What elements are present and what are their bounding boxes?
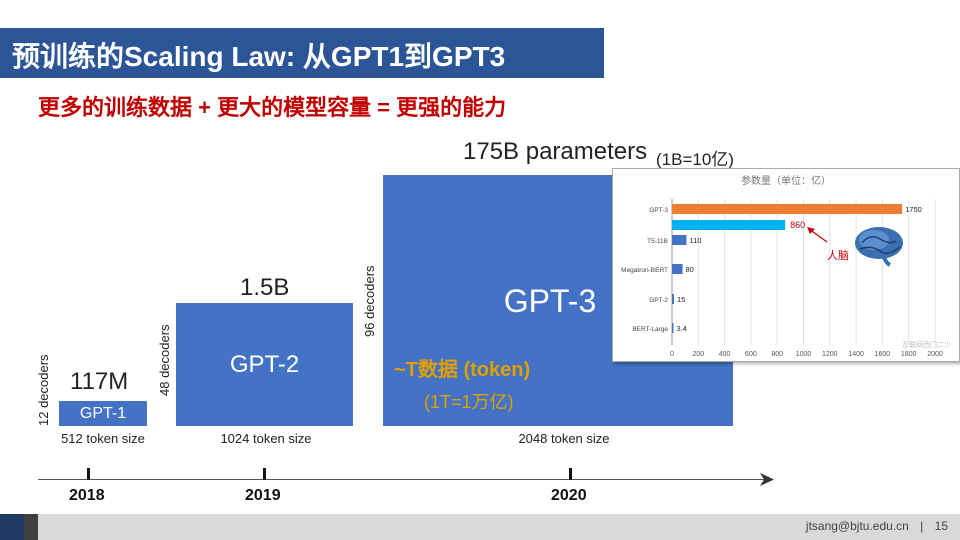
chart-data-label: 15	[677, 295, 685, 304]
title-bar	[0, 28, 604, 78]
timeline-arrow-icon	[760, 473, 774, 486]
year-2019: 2019	[245, 487, 281, 504]
footer-accent	[0, 514, 24, 540]
chart-brain-label: 人脑	[827, 249, 849, 262]
chart-xtick-label: 800	[771, 351, 783, 358]
timeline-axis	[38, 479, 764, 480]
gpt1-size-label: 117M	[70, 368, 129, 395]
gpt2-box-label: GPT-2	[229, 351, 300, 378]
chart-category-label: GPT-2	[649, 297, 668, 304]
chart-brain-bar	[672, 220, 786, 230]
brain-icon	[855, 227, 903, 267]
gpt3-token-label: 2048 token size	[518, 431, 610, 446]
chart-xtick-label: 2000	[927, 351, 943, 358]
footer-info: jtsang@bjtu.edu.cn | 15	[806, 519, 948, 533]
chart-category-label: BERT-Large	[632, 326, 668, 333]
chart-watermark: 互联网西门二少	[902, 340, 951, 349]
slide-subtitle: 更多的训练数据 + 更大的模型容量 = 更强的能力	[38, 95, 507, 120]
chart-svg: 参数量（单位：亿） 0 200 400 600 800 1000 1200 1400 1600 18…	[621, 174, 951, 358]
gpt2-size-label: 1.5B	[240, 274, 290, 301]
chart-xtick-label: 400	[719, 351, 731, 358]
data-note-main: ~T数据 (token)	[394, 359, 531, 381]
footer-separator: |	[920, 519, 924, 533]
chart-brain-value-label: 860	[790, 220, 805, 230]
gpt3-decoders-label: 96 decoders	[362, 265, 377, 337]
page-number: 15	[934, 519, 948, 533]
chart-category-label: Megatron-BERT	[621, 267, 668, 274]
data-note-sub: (1T=1万亿)	[424, 392, 514, 412]
chart-bar	[672, 264, 683, 274]
timeline-tick-2018	[87, 468, 90, 480]
year-2020: 2020	[551, 487, 587, 504]
gpt3-box-label: GPT-3	[503, 283, 597, 319]
gpt2-token-label: 1024 token size	[220, 431, 312, 446]
gpt1-token-label: 512 token size	[61, 431, 145, 446]
timeline-tick-2020	[569, 468, 572, 480]
gpt3-size-note: (1B=10亿)	[656, 150, 734, 169]
gpt2-box: GPT-2	[176, 303, 353, 426]
chart-category-label: T5-11B	[647, 238, 668, 245]
chart-title: 参数量（单位：亿）	[741, 174, 831, 187]
footer-accent-2	[24, 514, 38, 540]
chart-xtick-label: 1000	[796, 351, 812, 358]
chart-data-label: 3.4	[677, 324, 687, 333]
gpt1-box-label: GPT-1	[79, 405, 127, 422]
chart-xtick-label: 0	[670, 351, 674, 358]
chart-data-label: 110	[689, 236, 701, 245]
gpt2-decoders-label: 48 decoders	[157, 324, 172, 396]
chart-annotation-arrowhead	[807, 227, 815, 234]
chart-xtick-label: 1400	[848, 351, 864, 358]
chart-category-label: GPT-3	[649, 207, 668, 214]
timeline-tick-2019	[263, 468, 266, 480]
chart-xtick-label: 600	[745, 351, 757, 358]
gpt1-box: GPT-1	[59, 401, 147, 426]
footer-email: jtsang@bjtu.edu.cn	[805, 519, 909, 533]
chart-xtick-label: 200	[692, 351, 704, 358]
slide-title: 预训练的Scaling Law: 从GPT1到GPT3	[12, 41, 506, 72]
chart-xtick-label: 1800	[901, 351, 917, 358]
year-2018: 2018	[69, 487, 105, 504]
chart-xtick-label: 1600	[875, 351, 891, 358]
chart-data-label: 1750	[905, 205, 922, 214]
chart-bar	[672, 204, 903, 214]
chart-data-label: 80	[686, 265, 694, 274]
chart-bar	[672, 294, 674, 304]
gpt3-size-label: 175B parameters	[463, 138, 648, 165]
chart-bar	[672, 235, 687, 245]
chart-bar	[672, 323, 674, 333]
footer-bar	[0, 514, 960, 540]
gpt1-decoders-label: 12 decoders	[36, 354, 51, 426]
chart-xtick-label: 1200	[822, 351, 838, 358]
